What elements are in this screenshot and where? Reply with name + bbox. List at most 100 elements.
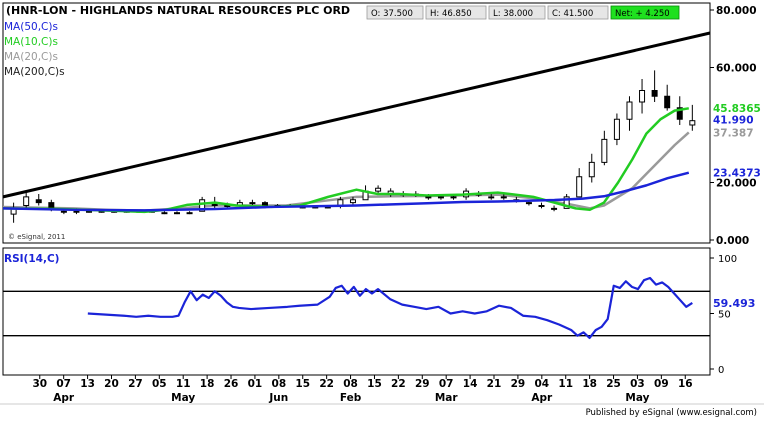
ohlc-open: O: 37.500 xyxy=(371,9,413,19)
x-month-label: Jun xyxy=(268,392,288,404)
candle-body xyxy=(538,205,545,207)
y-tick-label: 0.000 xyxy=(716,235,749,247)
x-tick-label: 18 xyxy=(582,378,597,390)
candle-body xyxy=(488,196,495,199)
ma50-line xyxy=(2,171,690,212)
candle-body xyxy=(48,202,55,209)
rsi-tick-label: 0 xyxy=(718,365,724,376)
ohlc-box-low xyxy=(488,5,546,20)
x-tick-label: 16 xyxy=(678,378,693,390)
legend-item: MA(20,C)s xyxy=(4,51,58,63)
candle-body xyxy=(35,199,42,204)
ohlc-box-net xyxy=(610,5,680,20)
value-label: 41.990 xyxy=(713,114,754,126)
x-tick-label: 20 xyxy=(104,378,119,390)
value-label: 37.387 xyxy=(713,128,754,140)
x-tick-label: 08 xyxy=(343,378,358,390)
value-label: 23.4373 xyxy=(713,168,761,180)
candle-body xyxy=(601,138,608,163)
x-tick-label: 05 xyxy=(152,378,167,390)
ma10-line xyxy=(2,107,689,214)
x-tick-label: 03 xyxy=(630,378,645,390)
y-tick-label: 20.000 xyxy=(716,178,757,190)
x-tick-label: 15 xyxy=(295,378,310,390)
x-tick-label: 22 xyxy=(319,378,334,390)
x-month-label: Mar xyxy=(435,392,459,404)
candle-body xyxy=(437,196,444,199)
ohlc-high: H: 46.850 xyxy=(430,9,472,19)
candle-body xyxy=(161,212,168,215)
x-tick-label: 01 xyxy=(248,378,263,390)
rsi-tick-label: 50 xyxy=(718,310,731,321)
candle-body xyxy=(23,196,30,206)
chart-title: (HNR-LON - HIGHLANDS NATURAL RESOURCES P… xyxy=(6,4,350,17)
x-tick-label: 07 xyxy=(439,378,454,390)
x-month-label: May xyxy=(171,392,195,404)
x-tick-label: 04 xyxy=(535,378,550,390)
candle-body xyxy=(639,90,646,103)
candle-body xyxy=(689,120,696,126)
candle-body xyxy=(676,107,683,120)
candle-body xyxy=(349,199,356,204)
x-tick-label: 14 xyxy=(463,378,478,390)
rsi-tick-label: 100 xyxy=(718,254,737,265)
value-label: 45.8365 xyxy=(713,103,761,115)
candle-body xyxy=(249,202,256,205)
rsi-title: RSI(14,C) xyxy=(4,253,59,265)
x-month-label: Apr xyxy=(53,392,75,404)
candle-body xyxy=(651,90,658,97)
x-tick-label: 26 xyxy=(224,378,239,390)
legend-item: MA(200,C)s xyxy=(4,66,65,78)
x-tick-label: 08 xyxy=(272,378,287,390)
candle-body xyxy=(525,202,532,205)
x-tick-label: 11 xyxy=(176,378,191,390)
candle-body xyxy=(613,118,620,140)
y-tick-label: 60.000 xyxy=(716,63,757,75)
x-tick-label: 18 xyxy=(200,378,215,390)
rsi-line xyxy=(87,276,693,340)
candle-body xyxy=(563,196,570,209)
legend-item: MA(10,C)s xyxy=(4,36,58,48)
x-month-label: May xyxy=(625,392,649,404)
ohlc-box-open xyxy=(366,5,424,20)
x-tick-label: 29 xyxy=(511,378,526,390)
candle-body xyxy=(375,187,382,192)
candle-body xyxy=(86,210,93,213)
x-tick-label: 07 xyxy=(56,378,71,390)
x-tick-label: 22 xyxy=(391,378,406,390)
x-tick-label: 11 xyxy=(558,378,573,390)
candle-body xyxy=(261,202,268,206)
x-tick-label: 21 xyxy=(487,378,502,390)
candle-body xyxy=(664,95,671,109)
value-label-bg xyxy=(711,102,761,115)
x-tick-label: 29 xyxy=(415,378,430,390)
candle-body xyxy=(60,210,67,213)
candle-body xyxy=(73,210,80,213)
rsi-current-value: 59.493 xyxy=(713,297,755,310)
ohlc-box-close xyxy=(547,5,609,20)
candle-body xyxy=(199,199,206,212)
candle-body xyxy=(186,212,193,215)
x-tick-label: 25 xyxy=(606,378,621,390)
x-tick-label: 30 xyxy=(32,378,47,390)
rsi-panel xyxy=(2,247,711,376)
candle-body xyxy=(425,196,432,199)
rsi-value-bg xyxy=(711,295,763,309)
value-label-bg xyxy=(711,166,761,179)
legend-item: MA(50,C)s xyxy=(4,21,58,33)
x-tick-label: 13 xyxy=(80,378,95,390)
ohlc-net: Net: + 4.250 xyxy=(615,9,670,19)
candle-body xyxy=(588,161,595,178)
candle-body xyxy=(450,196,457,199)
x-month-label: Feb xyxy=(340,392,362,404)
value-label-bg xyxy=(711,126,761,139)
ohlc-box-high xyxy=(425,5,487,20)
price-panel xyxy=(2,2,711,244)
footer-text: Published by eSignal (www.esignal.com) xyxy=(586,408,757,418)
y-tick-label: 80.000 xyxy=(716,5,757,17)
candle-body xyxy=(551,207,558,210)
x-tick-label: 27 xyxy=(128,378,143,390)
x-tick-label: 09 xyxy=(654,378,669,390)
